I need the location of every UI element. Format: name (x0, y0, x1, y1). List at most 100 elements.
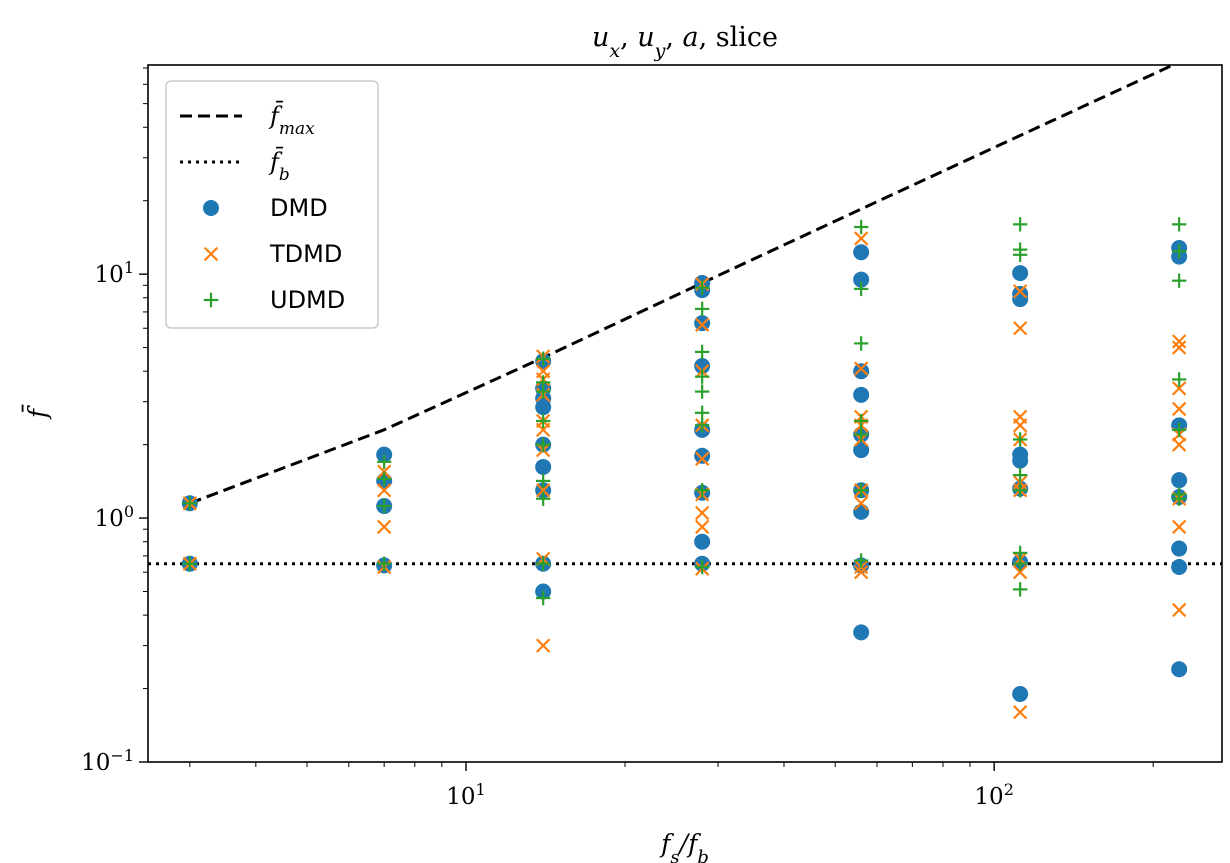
udmd-point (182, 496, 198, 511)
udmd-point (1171, 244, 1187, 259)
tdmd-point (1012, 321, 1028, 336)
tdmd-point (694, 451, 710, 466)
udmd-point (1171, 217, 1187, 232)
dmd-point (853, 624, 870, 641)
y-tick-label: 10−1 (81, 746, 134, 777)
udmd-point (694, 559, 710, 575)
udmd-point (853, 336, 869, 351)
legend-label-tdmd: TDMD (269, 240, 342, 268)
dmd-point (535, 399, 552, 416)
legend-swatch-tdmd (203, 246, 219, 262)
udmd-point (1012, 467, 1028, 483)
udmd-point (376, 498, 392, 514)
udmd-point (376, 471, 392, 486)
udmd-point (694, 301, 710, 317)
tdmd-point (1171, 381, 1187, 396)
tdmd-point (535, 483, 551, 498)
dmd-point (1012, 452, 1029, 469)
y-tick-label: 101 (95, 258, 134, 289)
y-tick-label: 100 (95, 502, 134, 533)
udmd-point (853, 413, 869, 429)
udmd-point (853, 281, 869, 297)
tdmd-point (535, 638, 551, 653)
udmd-point (535, 590, 551, 606)
tdmd-point (1171, 437, 1187, 452)
udmd-point (1012, 556, 1028, 571)
udmd-point (853, 483, 869, 498)
plot-frame (147, 64, 1223, 763)
udmd-point (853, 219, 869, 235)
udmd-point (1171, 273, 1187, 288)
udmd-point (182, 556, 198, 571)
udmd-point (1171, 422, 1187, 438)
dmd-point (1171, 472, 1188, 489)
tdmd-point (376, 483, 392, 498)
dmd-point (1171, 559, 1188, 576)
udmd-point (535, 556, 551, 571)
udmd-point (694, 405, 710, 421)
dmd-point (853, 386, 870, 403)
chart-title: ux, uy, a, slice (592, 22, 778, 62)
udmd-point (1012, 247, 1028, 263)
legend-swatch-dmd (203, 200, 219, 216)
udmd-point (535, 384, 551, 399)
tdmd-point (694, 519, 710, 535)
plot-area (148, 65, 1222, 720)
y-axis: 10−1 100 101 (81, 67, 148, 777)
dmd-point (853, 442, 870, 459)
udmd-point (535, 437, 551, 452)
tdmd-point (535, 422, 551, 438)
udmd-point (535, 413, 551, 429)
y-axis-label: f̄ (23, 404, 52, 420)
dmd-point (376, 446, 393, 463)
legend-swatch-udmd (203, 292, 219, 308)
udmd-point (853, 553, 869, 568)
udmd-point (1171, 372, 1187, 387)
dmd-point (694, 533, 711, 550)
udmd-point (1012, 582, 1028, 597)
dmd-point (1012, 291, 1029, 308)
udmd-point (694, 344, 710, 360)
tdmd-point (1012, 705, 1028, 720)
dmd-point (694, 358, 711, 375)
x-axis: 101 102 (189, 762, 1154, 811)
dmd-point (1012, 686, 1029, 703)
udmd-point (694, 384, 710, 399)
x-axis-label: fs/fb (659, 829, 709, 863)
dmd-point (853, 271, 870, 288)
tdmd-point (1171, 334, 1187, 349)
legend-box (165, 80, 379, 329)
udmd-point (535, 473, 551, 489)
udmd-point (694, 369, 710, 384)
udmd-point (535, 351, 551, 366)
tdmd-point (1012, 565, 1028, 580)
udmd-point (853, 427, 869, 442)
udmd-point (1012, 483, 1028, 498)
x-tick-label: 101 (446, 780, 485, 811)
dmd-point (694, 447, 711, 464)
udmd-point (694, 418, 710, 433)
tdmd-point (853, 496, 869, 511)
tdmd-point (853, 565, 869, 580)
data-points (181, 217, 1188, 720)
udmd-point (694, 483, 710, 498)
dmd-point (853, 244, 870, 261)
udmd-point (694, 280, 710, 295)
tdmd-point (694, 505, 710, 521)
udmd-point (1012, 217, 1028, 232)
tdmd-point (1171, 340, 1187, 355)
legend-label-dmd: DMD (270, 194, 328, 222)
tdmd-point (853, 361, 869, 376)
dmd-point (1171, 661, 1188, 678)
udmd-point (376, 454, 392, 470)
dmd-point (853, 503, 870, 520)
tdmd-point (1012, 284, 1028, 299)
udmd-point (1171, 491, 1187, 506)
legend-label-udmd: UDMD (270, 286, 345, 314)
dmd-point (853, 363, 870, 380)
dmd-point (694, 315, 711, 332)
udmd-point (535, 491, 551, 506)
tdmd-point (853, 231, 869, 246)
